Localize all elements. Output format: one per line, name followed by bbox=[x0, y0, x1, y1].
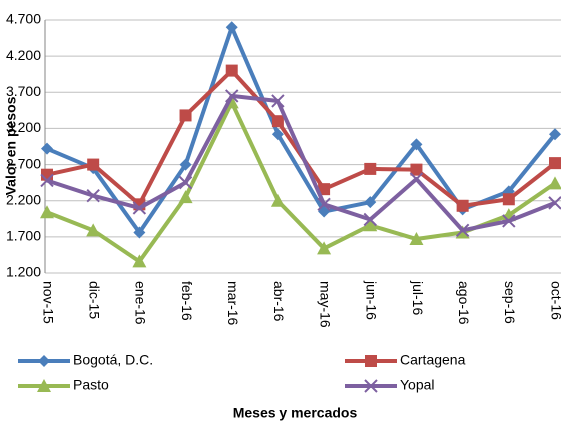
legend-label: Bogotá, D.C. bbox=[73, 352, 153, 368]
x-tick-label: ago-16 bbox=[456, 281, 472, 325]
y-tick-label: 3.200 bbox=[6, 119, 41, 135]
series bbox=[40, 89, 561, 238]
y-tick-label: 2.700 bbox=[6, 155, 41, 171]
series bbox=[40, 95, 561, 268]
marker bbox=[40, 205, 54, 219]
line bbox=[46, 100, 557, 264]
marker bbox=[38, 355, 50, 367]
marker bbox=[365, 355, 377, 367]
x-tick-label: nov-15 bbox=[40, 281, 56, 324]
x-tick-label: mar-16 bbox=[225, 281, 241, 326]
marker bbox=[40, 173, 54, 188]
x-tick-label: oct-16 bbox=[548, 281, 561, 320]
marker bbox=[132, 254, 147, 268]
y-tick-label: 1.700 bbox=[6, 228, 41, 244]
marker bbox=[271, 94, 285, 108]
marker bbox=[364, 196, 377, 209]
marker bbox=[271, 128, 284, 141]
marker bbox=[549, 157, 561, 170]
y-tick-label: 4.700 bbox=[6, 11, 41, 27]
y-tick-label: 1.200 bbox=[6, 264, 41, 280]
marker bbox=[317, 241, 332, 255]
x-tick-label: abr-16 bbox=[271, 281, 287, 322]
marker bbox=[364, 162, 377, 175]
x-tick-label: ene-16 bbox=[133, 281, 149, 325]
marker bbox=[410, 163, 423, 176]
marker bbox=[364, 379, 378, 393]
marker bbox=[410, 138, 423, 151]
marker bbox=[225, 21, 238, 34]
marker bbox=[86, 188, 100, 203]
legend-label: Yopal bbox=[400, 377, 435, 393]
marker bbox=[225, 89, 239, 103]
legend-label: Pasto bbox=[73, 377, 109, 393]
marker bbox=[225, 64, 238, 77]
y-tick-label: 2.200 bbox=[6, 191, 41, 207]
marker bbox=[317, 197, 331, 212]
marker bbox=[132, 201, 147, 215]
marker bbox=[133, 226, 146, 239]
marker bbox=[178, 175, 193, 190]
marker bbox=[41, 142, 53, 155]
marker bbox=[271, 115, 284, 128]
marker bbox=[179, 109, 192, 122]
x-tick-label: may-16 bbox=[317, 281, 333, 328]
marker bbox=[549, 128, 561, 141]
y-axis-title: Valor en pesos bbox=[3, 96, 19, 195]
marker bbox=[178, 190, 193, 204]
marker bbox=[318, 183, 331, 196]
marker bbox=[456, 199, 469, 212]
marker bbox=[548, 196, 561, 210]
marker bbox=[86, 223, 101, 237]
marker bbox=[37, 379, 51, 392]
x-tick-label: sep-16 bbox=[502, 281, 518, 324]
marker bbox=[455, 223, 470, 238]
series bbox=[41, 21, 561, 239]
x-tick-label: dic-15 bbox=[86, 281, 102, 319]
line bbox=[46, 68, 557, 208]
line bbox=[46, 93, 556, 233]
series bbox=[41, 64, 561, 212]
marker bbox=[502, 193, 515, 206]
marker bbox=[548, 176, 561, 190]
marker bbox=[41, 168, 53, 181]
x-tick-label: jul-16 bbox=[410, 280, 426, 315]
x-tick-label: jun-16 bbox=[364, 280, 380, 320]
marker bbox=[409, 172, 424, 186]
marker bbox=[87, 158, 100, 171]
marker bbox=[502, 214, 516, 228]
marker bbox=[363, 212, 377, 227]
marker bbox=[363, 218, 378, 232]
y-tick-label: 3.700 bbox=[6, 83, 41, 99]
x-tick-label: feb-16 bbox=[179, 281, 195, 321]
legend-label: Cartagena bbox=[400, 352, 466, 368]
marker bbox=[409, 232, 424, 246]
marker bbox=[270, 193, 285, 207]
y-tick-label: 4.200 bbox=[6, 47, 41, 63]
marker bbox=[179, 158, 192, 171]
x-axis-title: Meses y mercados bbox=[233, 405, 358, 421]
